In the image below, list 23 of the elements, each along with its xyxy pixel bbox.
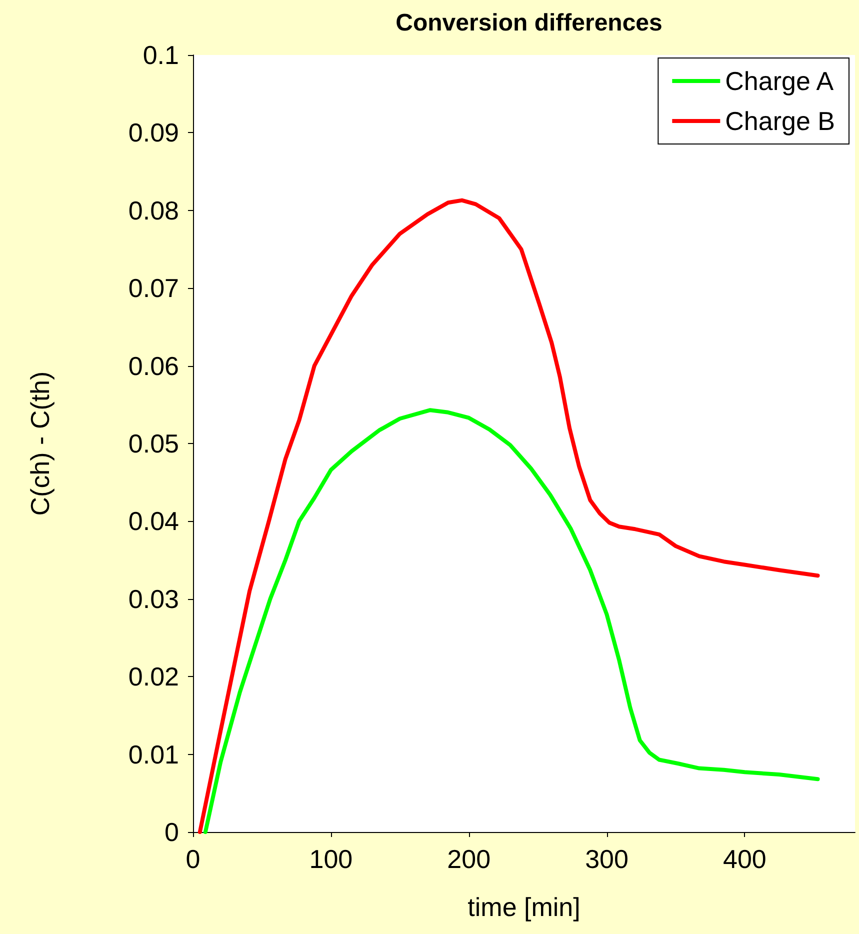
y-tick-label: 0.03 <box>128 584 179 614</box>
y-tick-label: 0.02 <box>128 662 179 692</box>
line-series <box>198 198 820 834</box>
chart-title: Conversion differences <box>396 10 662 36</box>
legend-label: Charge B <box>725 106 836 136</box>
y-axis-title: C(ch) - C(th) <box>25 371 55 516</box>
x-axis-title: time [min] <box>468 892 580 922</box>
y-tick-label: 0.09 <box>128 118 179 148</box>
x-tick-label: 200 <box>447 844 491 874</box>
line-series <box>203 408 820 834</box>
y-tick-label: 0.05 <box>128 428 179 458</box>
y-tick-label: 0.08 <box>128 195 179 226</box>
y-tick-label: 0.01 <box>128 739 179 770</box>
y-tick-label: 0.06 <box>128 350 179 381</box>
x-tick-label: 400 <box>722 844 766 874</box>
y-tick-label: 0.1 <box>142 40 179 70</box>
x-tick-label: 300 <box>585 844 628 874</box>
legend-label: Charge A <box>725 66 834 96</box>
y-tick-label: 0.07 <box>128 273 179 304</box>
y-tick-label: 0.04 <box>128 506 179 536</box>
x-tick-label: 100 <box>309 844 353 874</box>
x-tick-label: 0 <box>186 844 200 874</box>
y-tick-label: 0 <box>164 817 179 847</box>
